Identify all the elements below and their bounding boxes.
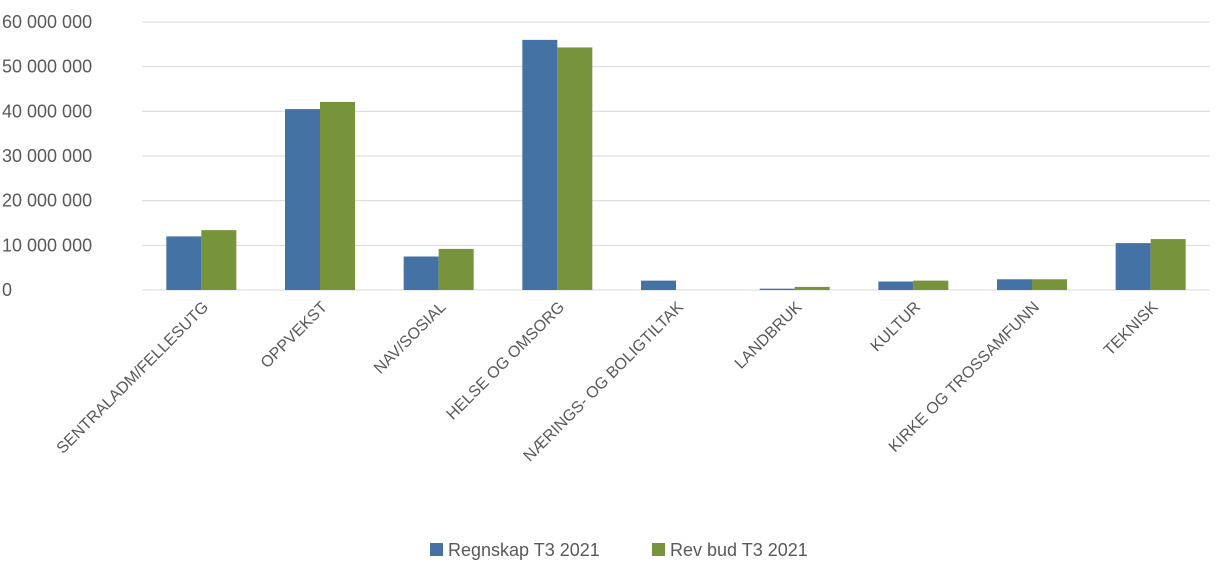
y-tick-label: 30 000 000: [2, 146, 92, 166]
y-tick-label: 60 000 000: [2, 12, 92, 32]
x-category-label: SENTRALADM/FELLESUTG: [54, 299, 213, 458]
bar-regnskap-7: [997, 279, 1032, 290]
bar-regnskap-5: [759, 288, 795, 290]
bar-rev-bud-6: [913, 280, 949, 290]
y-tick-label: 0: [2, 280, 12, 300]
y-axis-tick-labels: 0 10 000 000 20 000 000 30 000 000 40 000 00…: [2, 12, 92, 300]
legend-label: Regnskap T3 2021: [448, 540, 600, 560]
legend-swatch: [652, 543, 665, 556]
bar-rev-bud-0: [201, 230, 237, 290]
bar-regnskap-3: [522, 39, 558, 290]
bar-regnskap-6: [878, 281, 914, 290]
legend-label: Rev bud T3 2021: [670, 540, 808, 560]
x-category-label: TEKNISK: [1101, 299, 1162, 360]
x-category-label: OPPVEKST: [258, 299, 331, 372]
bar-rev-bud-8: [1150, 239, 1186, 290]
bar-regnskap-2: [403, 256, 439, 290]
x-category-label: LANDBRUK: [732, 299, 806, 373]
x-category-label: HELSE OG OMSORG: [444, 299, 569, 424]
bar-rev-bud-1: [320, 101, 355, 290]
bar-rev-bud-5: [794, 286, 830, 290]
bar-regnskap-1: [285, 109, 320, 290]
bar-regnskap-0: [166, 236, 202, 290]
y-tick-label: 50 000 000: [2, 57, 92, 77]
y-tick-label: 10 000 000: [2, 235, 92, 255]
legend-swatch: [430, 543, 443, 556]
bar-regnskap-8: [1115, 243, 1151, 290]
x-category-label: NAV/SOSIAL: [371, 299, 450, 378]
bar-rev-bud-2: [438, 248, 474, 290]
x-category-label: KULTUR: [868, 299, 924, 355]
bar-rev-bud-7: [1032, 279, 1067, 290]
bar-regnskap-4: [641, 280, 676, 290]
x-axis-category-labels: SENTRALADM/FELLESUTG OPPVEKST NAV/SOSIALHE…: [54, 299, 1162, 465]
bar-rev-bud-3: [557, 47, 593, 291]
y-tick-label: 20 000 000: [2, 191, 92, 211]
legend: Regnskap T3 2021 Rev bud T3 2021: [430, 540, 808, 560]
y-tick-label: 40 000 000: [2, 101, 92, 121]
bars: [166, 39, 1186, 291]
